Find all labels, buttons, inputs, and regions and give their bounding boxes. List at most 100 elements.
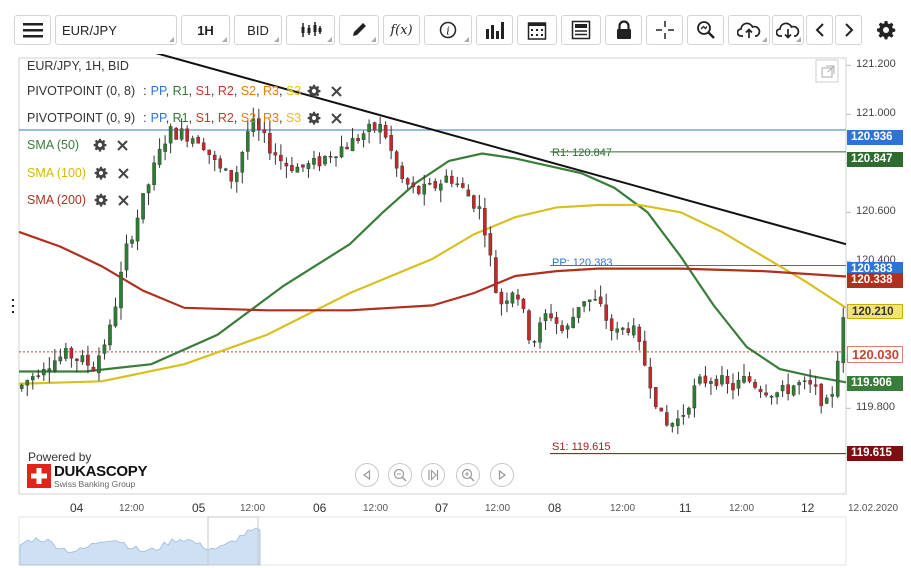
sma50-settings-icon[interactable] xyxy=(93,138,107,152)
candle-up xyxy=(339,146,344,158)
pivot-2-settings-icon[interactable] xyxy=(307,111,321,125)
dukascopy-logo[interactable]: DUKASCOPY Swiss Banking Group xyxy=(27,464,147,489)
news-button[interactable] xyxy=(561,15,601,45)
candle-up xyxy=(692,385,697,409)
pp-level-label: PP: 120.383 xyxy=(552,257,613,269)
reset-view-button[interactable] xyxy=(421,463,445,487)
download-button[interactable] xyxy=(772,15,804,45)
magnifier-icon xyxy=(696,21,715,39)
y-tick-label: 121.000 xyxy=(856,107,896,120)
scroll-left-button[interactable] xyxy=(806,15,833,45)
candle-down xyxy=(747,376,752,382)
candle-up xyxy=(631,325,636,336)
candle-down xyxy=(185,128,189,142)
pivot-1-close-icon[interactable] xyxy=(331,85,342,97)
crosshair-button[interactable] xyxy=(646,15,683,45)
pan-right-button[interactable] xyxy=(490,463,514,487)
lock-button[interactable] xyxy=(605,15,642,45)
zoom-in-icon xyxy=(461,468,475,482)
price-side-select[interactable]: BID xyxy=(234,15,282,45)
pivot-item-r2: R2 xyxy=(217,84,234,98)
zoom-button[interactable] xyxy=(687,15,724,45)
candle-down xyxy=(665,412,669,426)
candle-up xyxy=(582,301,586,307)
pivot-item-pp: PP xyxy=(150,84,166,98)
candle-up xyxy=(438,183,443,191)
candle-down xyxy=(637,326,642,342)
resize-handle-icon[interactable] xyxy=(12,299,14,313)
timeframe-select[interactable]: 1H xyxy=(181,15,230,45)
candle-up xyxy=(742,376,746,383)
pivot-item-separator: , xyxy=(279,111,286,125)
price-tag-r1: 120.847 xyxy=(847,152,903,167)
sma50-close-icon[interactable] xyxy=(117,139,128,151)
price-tag-current: 120.030 xyxy=(847,346,903,363)
indicators-button[interactable]: f(x) xyxy=(383,15,420,45)
legend-instrument: EUR/JPY, 1H, BID xyxy=(27,59,129,73)
y-tick-label: 120.600 xyxy=(856,205,896,218)
draw-tool-button[interactable] xyxy=(339,15,379,45)
sma200-close-icon[interactable] xyxy=(118,194,129,206)
candle-down xyxy=(257,118,261,130)
chart-type-button[interactable] xyxy=(286,15,335,45)
sma100-settings-icon[interactable] xyxy=(94,166,108,180)
pivot-1-settings-icon[interactable] xyxy=(307,84,321,98)
fullscreen-icon[interactable] xyxy=(815,59,839,83)
menu-button[interactable] xyxy=(14,15,51,45)
candle-down xyxy=(207,149,212,155)
pivot-2-close-icon[interactable] xyxy=(331,112,342,124)
pivot-item-s2: S2 xyxy=(240,111,257,125)
candle-down xyxy=(554,317,559,324)
candle-up xyxy=(246,131,250,152)
play-pause-icon xyxy=(428,469,439,481)
upload-button[interactable] xyxy=(728,15,770,45)
x-tick-07: 07 xyxy=(435,501,449,515)
candle-up xyxy=(295,166,300,173)
x-tick-04: 04 xyxy=(70,501,84,515)
candle-down xyxy=(372,122,377,131)
candle-down xyxy=(488,233,493,256)
candle-down xyxy=(394,151,399,169)
candle-down xyxy=(494,257,498,293)
calendar-button[interactable] xyxy=(517,15,557,45)
pan-left-button[interactable] xyxy=(355,463,379,487)
candle-up xyxy=(736,379,741,389)
logo-text: DUKASCOPY xyxy=(54,463,148,480)
pivot-item-separator: , xyxy=(233,111,241,125)
info-icon: i xyxy=(439,21,457,39)
x-tick-1200: 12:00 xyxy=(610,503,636,514)
candle-down xyxy=(725,375,730,384)
x-tick-05: 05 xyxy=(192,501,206,515)
candle-down xyxy=(229,170,234,182)
candle-up xyxy=(576,307,581,318)
info-button[interactable]: i xyxy=(424,15,472,45)
dropdown-corner-icon xyxy=(762,37,767,42)
scroll-right-button[interactable] xyxy=(835,15,862,45)
sma200-settings-icon[interactable] xyxy=(94,193,108,207)
volume-button[interactable] xyxy=(476,15,513,45)
crosshair-icon xyxy=(655,21,674,39)
legend-sep: : xyxy=(143,111,147,125)
sma200-label: SMA (200) xyxy=(27,193,87,207)
sma100-close-icon[interactable] xyxy=(118,167,129,179)
candle-up xyxy=(709,381,713,384)
candle-down xyxy=(758,388,763,393)
candle-up xyxy=(130,239,134,244)
zoom-out-button[interactable] xyxy=(388,463,412,487)
price-chart[interactable] xyxy=(0,54,911,568)
legend-pivot-2: PIVOTPOINT (0, 9) : PP, R1, S1, R2, S2, … xyxy=(27,111,342,125)
candle-up xyxy=(769,395,774,398)
triangle-right-icon xyxy=(498,470,507,480)
settings-button[interactable] xyxy=(869,15,902,45)
zoom-in-button[interactable] xyxy=(456,463,480,487)
candle-up xyxy=(334,156,338,158)
symbol-select[interactable]: EUR/JPY xyxy=(55,15,177,45)
pivot-item-r1: R1 xyxy=(172,84,189,98)
candle-up xyxy=(422,183,427,195)
candle-up xyxy=(687,407,691,415)
overview-window[interactable] xyxy=(207,516,259,566)
x-tick-1200: 12:00 xyxy=(485,503,511,514)
pivot-item-separator: , xyxy=(279,84,286,98)
lock-icon xyxy=(616,20,631,39)
candle-down xyxy=(461,183,465,188)
